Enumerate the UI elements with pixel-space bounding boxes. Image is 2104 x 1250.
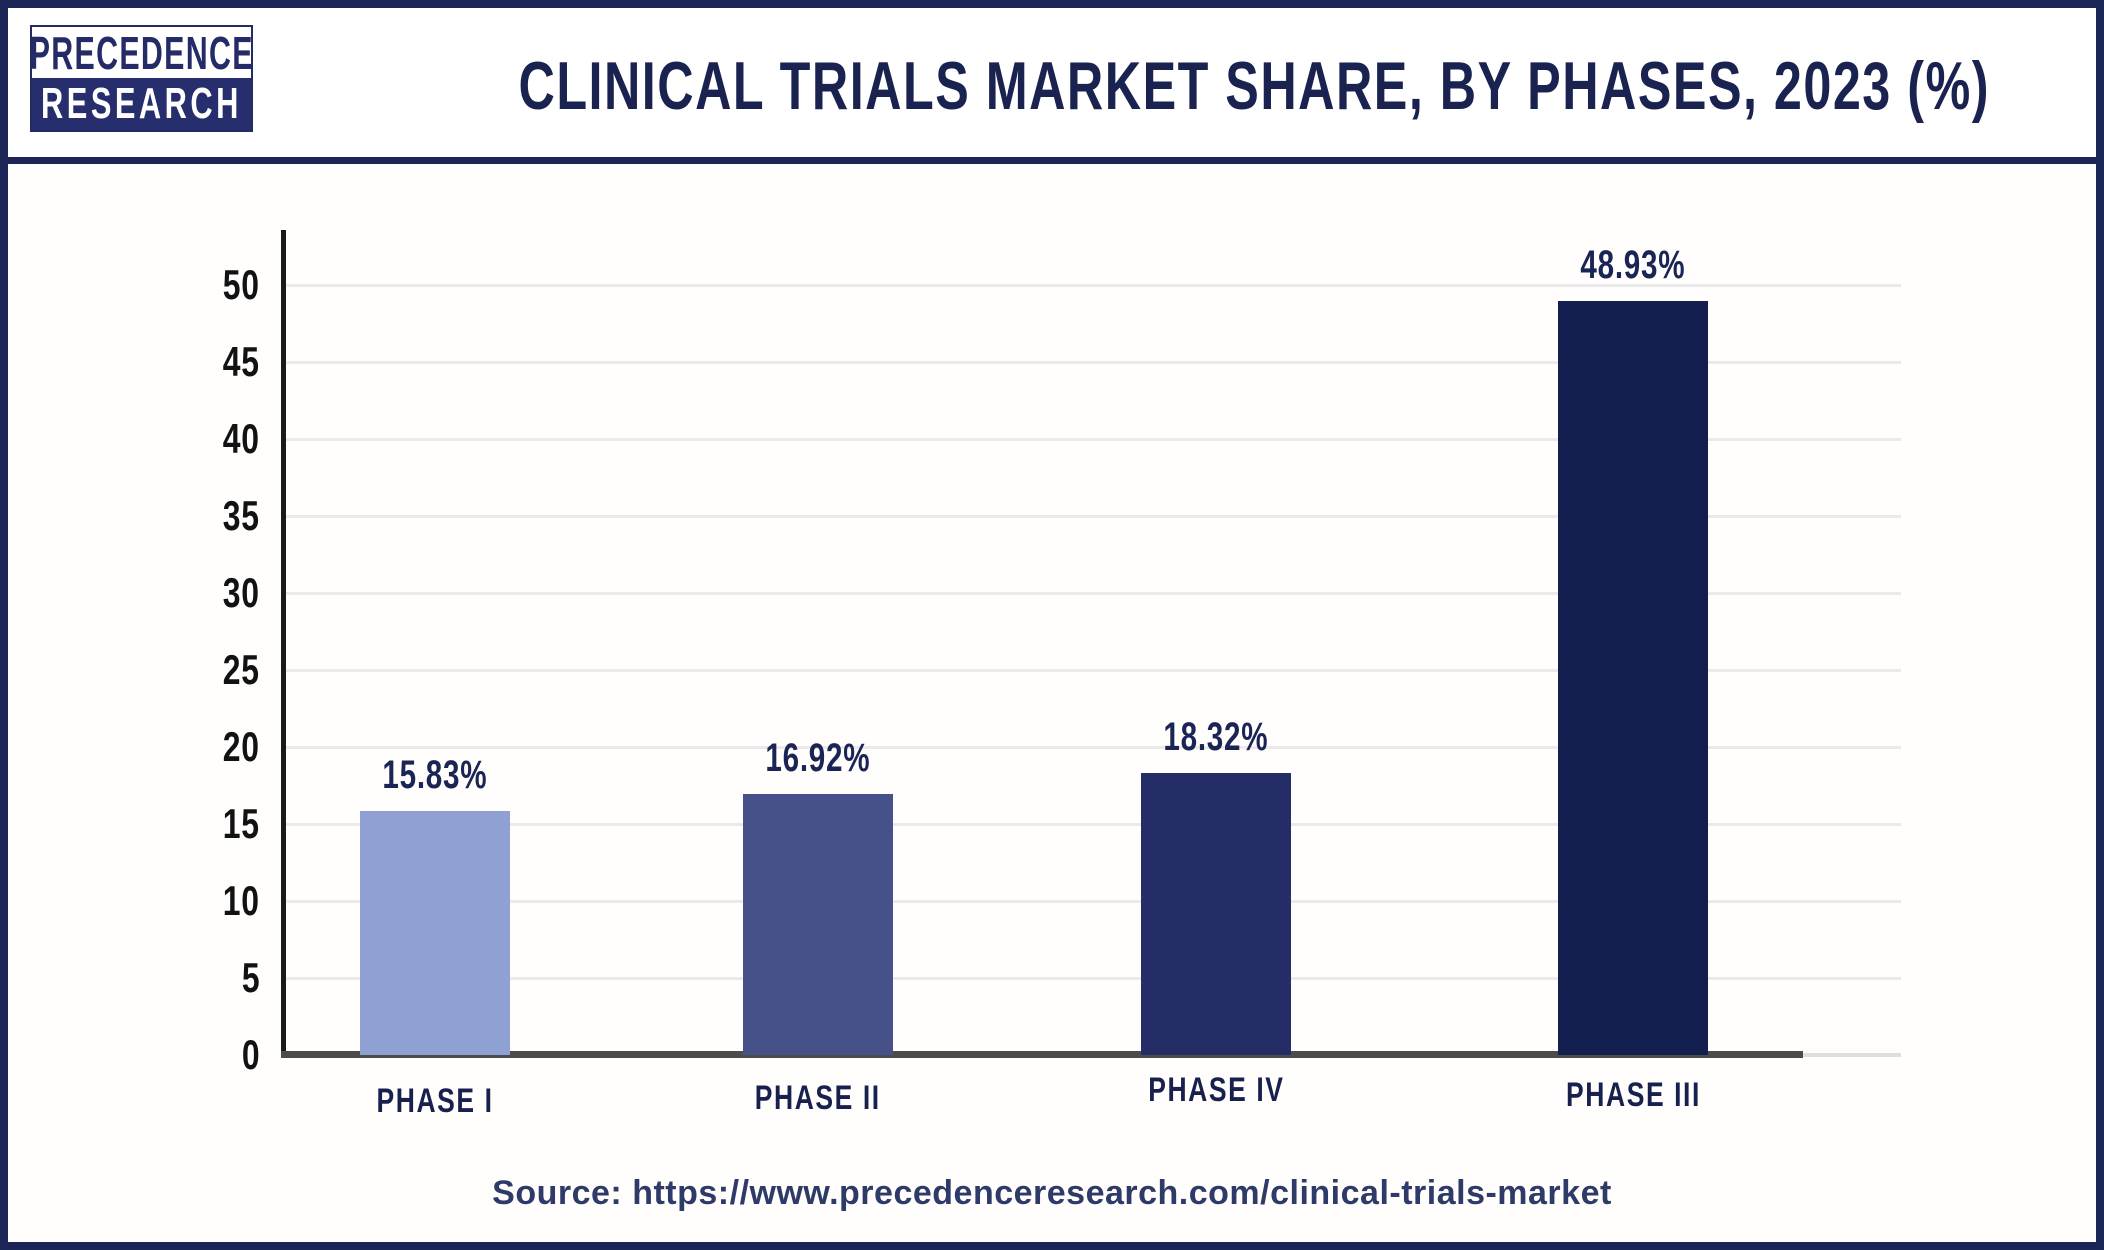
gridline-25 — [286, 669, 1901, 672]
header: PRECEDENCE RESEARCH CLINICAL TRIALS MARK… — [8, 8, 2096, 157]
x-tick-label-phase-i: PHASE I — [376, 1082, 494, 1120]
y-tick-label-45: 45 — [222, 338, 260, 385]
value-label-phase-ii: 16.92% — [765, 736, 871, 781]
bar-phase-i — [360, 811, 510, 1055]
y-axis-line — [281, 230, 286, 1055]
y-tick-label-25: 25 — [222, 646, 260, 693]
gridline-20 — [286, 746, 1901, 749]
gridline-50 — [286, 284, 1901, 287]
x-tick-label-phase-iv: PHASE IV — [1147, 1071, 1285, 1109]
value-label-phase-i: 15.83% — [382, 753, 488, 798]
gridline-40 — [286, 438, 1901, 441]
logo-line1: PRECEDENCE — [29, 26, 254, 79]
x-tick-label-phase-iii: PHASE III — [1565, 1076, 1701, 1114]
gridline-35 — [286, 515, 1901, 518]
bar-phase-iv — [1141, 772, 1291, 1055]
logo-bottom-band: RESEARCH — [32, 78, 251, 130]
logo-line2: RESEARCH — [41, 79, 242, 128]
x-axis-line-extension — [1803, 1053, 1901, 1057]
header-divider — [8, 157, 2096, 164]
gridline-5 — [286, 977, 1901, 980]
x-tick-label-phase-ii: PHASE II — [755, 1079, 881, 1117]
gridline-30 — [286, 592, 1901, 595]
precedence-research-logo: PRECEDENCE RESEARCH — [29, 25, 254, 132]
y-tick-label-10: 10 — [222, 877, 260, 924]
y-tick-label-0: 0 — [241, 1031, 260, 1078]
chart-title: CLINICAL TRIALS MARKET SHARE, BY PHASES,… — [518, 48, 1990, 124]
bar-chart: 0 5 10 15 20 25 30 35 40 45 50 15.83% PHASE I 16.92% P… — [8, 164, 2096, 1120]
y-tick-label-40: 40 — [222, 415, 260, 462]
y-tick-label-50: 50 — [222, 261, 260, 308]
y-tick-label-30: 30 — [222, 569, 260, 616]
y-tick-label-15: 15 — [222, 800, 260, 847]
gridline-10 — [286, 900, 1901, 903]
logo-top-band: PRECEDENCE — [29, 26, 254, 79]
y-tick-label-5: 5 — [241, 954, 260, 1001]
value-label-phase-iii: 48.93% — [1580, 243, 1686, 288]
bar-phase-ii — [743, 794, 893, 1055]
x-axis-line — [281, 1051, 1803, 1058]
gridline-45 — [286, 361, 1901, 364]
source-text: Source: https://www.precedenceresearch.c… — [492, 1174, 1612, 1212]
bar-phase-iii — [1558, 301, 1708, 1055]
y-tick-label-20: 20 — [222, 723, 260, 770]
value-label-phase-iv: 18.32% — [1163, 714, 1269, 759]
y-tick-label-35: 35 — [222, 492, 260, 539]
gridline-15 — [286, 823, 1901, 826]
